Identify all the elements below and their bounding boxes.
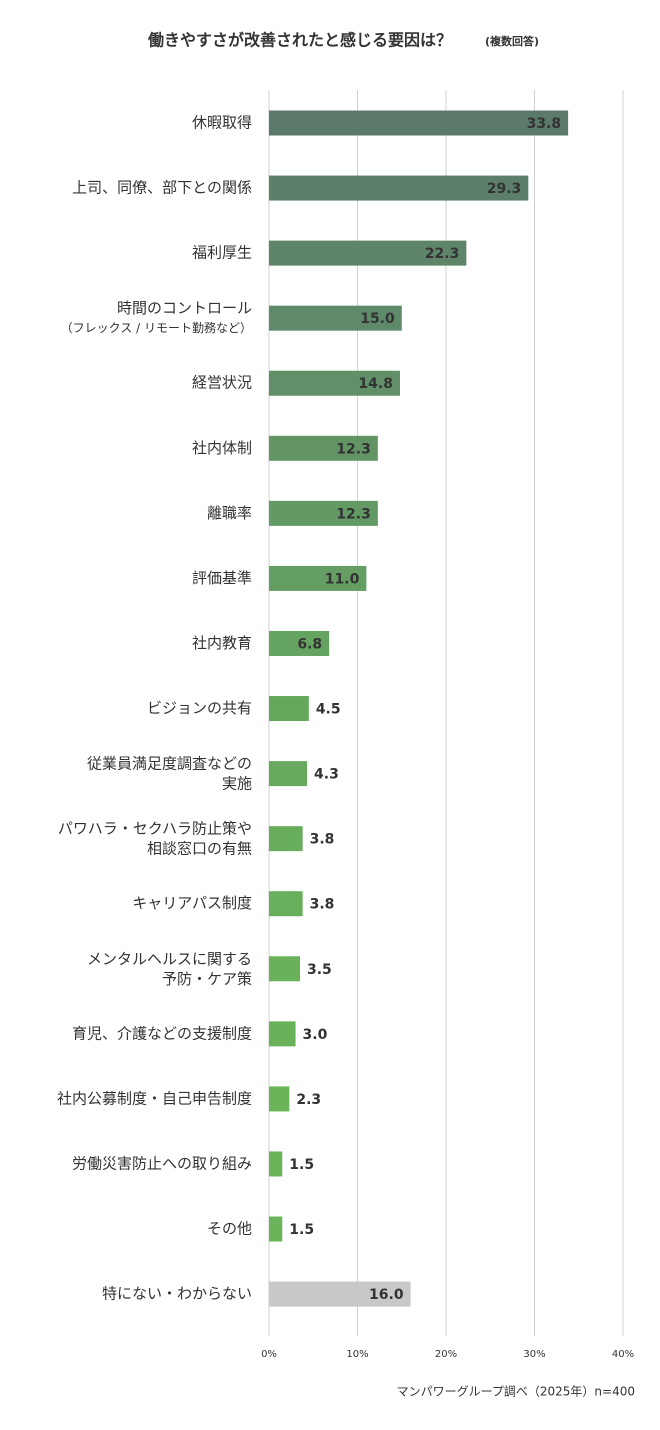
category-label: 育児、介護などの支援制度 [72,1024,252,1042]
bar [269,891,303,917]
value-label: 16.0 [369,1287,404,1303]
bar [269,500,378,526]
category-label: 上司、同僚、部下との関係 [72,179,252,197]
bar [269,1086,290,1112]
value-label: 3.0 [303,1027,328,1043]
bar [269,696,309,722]
value-label: 6.8 [297,636,322,652]
value-label: 14.8 [358,376,393,392]
bar [269,435,378,461]
x-tick-label: 20% [435,1349,457,1360]
bar [269,1151,283,1177]
value-label: 12.3 [336,506,371,522]
category-label: 時間のコントロール（フレックス / リモート勤務など） [61,299,252,335]
bar [269,370,400,396]
x-tick-label: 40% [612,1349,634,1360]
category-label: 社内公募制度・自己申告制度 [57,1089,252,1107]
value-label: 4.3 [314,767,339,783]
value-label: 22.3 [425,246,460,262]
chart-subtitle: (複数回答) [485,34,539,48]
category-label: 社内教育 [192,634,252,652]
category-label: メンタルヘルスに関する予防・ケア策 [87,949,252,987]
category-label: その他 [207,1220,252,1238]
value-label: 33.8 [527,116,562,132]
value-label: 11.0 [325,571,360,587]
value-label: 1.5 [289,1222,314,1238]
category-label: 特にない・わからない [102,1285,252,1303]
source-note: マンパワーグループ調べ（2025年）n=400 [397,1385,635,1399]
value-label: 12.3 [336,441,371,457]
value-label: 4.5 [316,702,341,718]
category-label: 従業員満足度調査などの実施 [87,754,252,792]
value-label: 3.5 [307,962,332,978]
bar [269,630,330,656]
bar [269,175,529,201]
bar [269,956,300,982]
category-label: 離職率 [207,504,252,522]
bar [269,305,402,331]
bar [269,1216,283,1242]
x-tick-label: 0% [261,1349,277,1360]
x-tick-label: 30% [523,1349,545,1360]
x-tick-label: 10% [346,1349,368,1360]
bar [269,565,367,591]
category-label: ビジョンの共有 [147,699,252,717]
value-label: 3.8 [310,832,335,848]
bar [269,761,308,787]
bar [269,110,569,136]
category-label: 労働災害防止への取り組み [72,1154,252,1172]
category-label: 休暇取得 [192,114,252,132]
value-label: 3.8 [310,897,335,913]
value-label: 2.3 [296,1092,321,1108]
category-label: キャリアパス制度 [132,894,252,912]
bar [269,1021,296,1047]
chart-title: 働きやすさが改善されたと感じる要因は？ [147,31,452,50]
value-label: 1.5 [289,1157,314,1173]
bar [269,826,303,852]
value-label: 29.3 [487,181,522,197]
category-label: 評価基準 [192,569,252,587]
category-label: 福利厚生 [192,244,252,262]
value-label: 15.0 [360,311,395,327]
category-label: 社内体制 [192,439,252,457]
category-label: 経営状況 [192,374,252,392]
bar [269,240,467,266]
category-label: パワハラ・セクハラ防止策や相談窓口の有無 [58,819,252,857]
bar [269,1281,411,1307]
